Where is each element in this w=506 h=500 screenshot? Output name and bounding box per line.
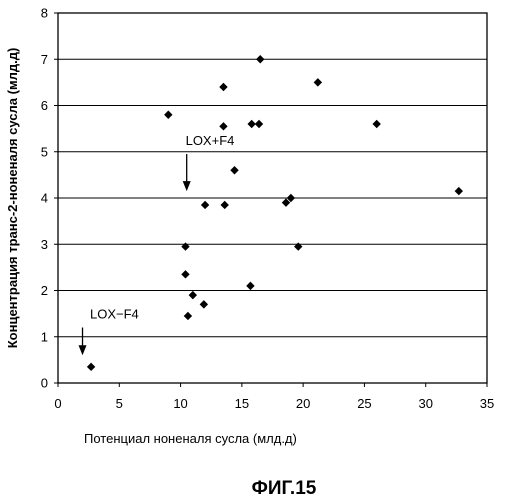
data-point: [181, 270, 189, 278]
y-tick-label: 8: [41, 6, 48, 21]
annotation-arrow-head: [183, 181, 191, 191]
data-point: [219, 83, 227, 91]
x-tick-label: 25: [357, 396, 371, 411]
data-point: [294, 242, 302, 250]
y-tick-label: 3: [41, 237, 48, 252]
data-point: [184, 312, 192, 320]
y-tick-label: 5: [41, 144, 48, 159]
data-point: [201, 201, 209, 209]
annotation-label: LOX+F4: [186, 133, 235, 148]
y-tick-label: 7: [41, 52, 48, 67]
data-point: [220, 201, 228, 209]
x-axis-label: Потенциал ноненаля сусла (млд.д): [84, 431, 297, 446]
x-tick-label: 20: [296, 396, 310, 411]
data-point: [87, 363, 95, 371]
data-point: [255, 120, 263, 128]
data-point: [189, 291, 197, 299]
y-tick-label: 4: [41, 191, 48, 206]
data-point: [455, 187, 463, 195]
data-point: [219, 122, 227, 130]
x-tick-label: 35: [480, 396, 494, 411]
x-tick-label: 5: [116, 396, 123, 411]
data-point: [247, 120, 255, 128]
y-tick-label: 2: [41, 283, 48, 298]
y-tick-label: 6: [41, 98, 48, 113]
x-tick-label: 0: [54, 396, 61, 411]
data-point: [164, 111, 172, 119]
y-tick-label: 0: [41, 376, 48, 391]
data-point: [246, 282, 254, 290]
data-point: [230, 166, 238, 174]
data-point: [256, 55, 264, 63]
data-point: [314, 78, 322, 86]
figure-caption: ФИГ.15: [252, 478, 317, 499]
gridlines: [58, 59, 487, 337]
data-point: [181, 242, 189, 250]
annotation-label: LOX−F4: [90, 306, 139, 321]
axis-ticks: 0 1 2 3 4 5 6 7 8 0 5 10 15 20 25 30 35: [41, 6, 494, 412]
data-point: [372, 120, 380, 128]
x-tick-label: 15: [235, 396, 249, 411]
x-tick-label: 30: [418, 396, 432, 411]
annotation-arrow-head: [79, 345, 87, 355]
y-tick-label: 1: [41, 329, 48, 344]
data-points: [87, 55, 463, 371]
y-axis-label: Концентрация транс-2-ноненаля сусла (млд…: [5, 48, 20, 349]
data-point: [200, 300, 208, 308]
x-tick-label: 10: [173, 396, 187, 411]
